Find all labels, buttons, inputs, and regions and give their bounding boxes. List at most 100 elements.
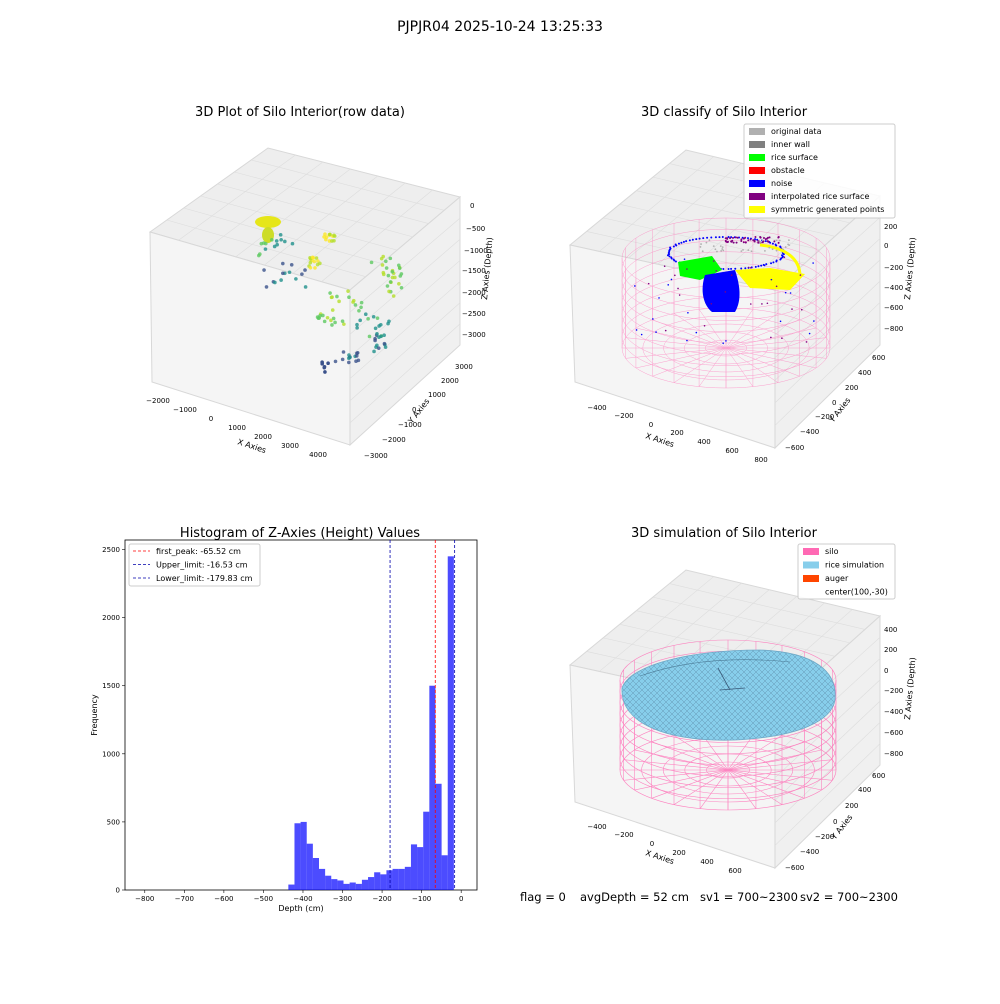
raw-point <box>387 289 391 294</box>
raw-point <box>355 322 359 327</box>
noise-point <box>782 253 785 256</box>
noise-point <box>714 236 717 239</box>
interp-point <box>729 237 732 240</box>
noise-point <box>754 265 757 268</box>
sim-legend: silo rice simulation auger center(100,-30) <box>797 543 896 600</box>
original-point <box>768 246 771 249</box>
raw-xtick: −2000 <box>146 397 170 405</box>
scatter-point <box>674 274 676 277</box>
raw-ytick: 1000 <box>428 391 446 399</box>
interp-point <box>740 239 743 242</box>
hist-bar <box>404 866 411 890</box>
legend-label: rice simulation <box>825 561 884 570</box>
sim-title: 3D simulation of Silo Interior <box>631 526 818 541</box>
raw-ytick: 3000 <box>455 363 473 371</box>
legend-swatch <box>749 154 765 161</box>
gridline <box>669 583 866 630</box>
raw-point <box>399 285 404 290</box>
noise-point <box>727 236 730 239</box>
legend-label: noise <box>771 179 792 188</box>
sim-xtick: 200 <box>672 849 685 857</box>
gridline <box>774 743 881 846</box>
original-point <box>722 249 725 252</box>
raw-ytick: −1000 <box>398 421 422 429</box>
gridline <box>774 217 881 313</box>
classify-ztick: −800 <box>884 325 903 333</box>
noise-point <box>754 238 757 241</box>
raw-point <box>262 268 266 272</box>
interp-point <box>736 236 739 239</box>
interp-point <box>766 236 769 239</box>
hist-ytick-label: 500 <box>107 818 120 826</box>
raw-point <box>354 354 359 358</box>
classify-ytick: 200 <box>845 384 858 392</box>
noise-point <box>722 267 725 270</box>
raw-point <box>289 263 294 267</box>
gridline <box>206 161 324 249</box>
original-point <box>705 241 708 244</box>
interp-point <box>724 240 727 243</box>
raw-point <box>348 355 352 360</box>
gridline <box>628 582 742 679</box>
status-sv1: sv1 = 700~2300 <box>700 890 798 904</box>
raw-point <box>313 266 317 270</box>
gridline <box>636 190 836 237</box>
gridline <box>217 183 413 238</box>
raw-point <box>294 277 298 281</box>
scatter-point <box>813 320 815 322</box>
noise-point <box>772 261 775 264</box>
raw-point <box>369 260 374 265</box>
raw-point <box>329 318 333 323</box>
raw-point <box>274 239 279 243</box>
raw-point <box>340 357 345 362</box>
scatter-point <box>783 256 786 259</box>
noise-point <box>775 260 778 263</box>
sim-xtick: 600 <box>728 867 741 875</box>
scatter-point <box>713 260 715 262</box>
classify-xtick: 400 <box>697 438 710 446</box>
hist-bar <box>386 870 393 890</box>
legend-label: obstacle <box>771 166 805 175</box>
classify-xtick: −200 <box>614 412 633 420</box>
noise-point <box>775 244 778 247</box>
sim-ztick: −200 <box>884 687 903 695</box>
legend-swatch <box>749 141 765 148</box>
classify-ytick: 600 <box>872 354 885 362</box>
sim-yticks: −600 −400 −200 0 200 400 600 <box>785 772 885 872</box>
legend-label: inner wall <box>771 140 810 149</box>
legend-label: original data <box>771 127 822 136</box>
raw-point <box>347 360 351 365</box>
sim-xtick: 0 <box>650 840 654 848</box>
raw-point <box>323 232 327 236</box>
classify-zlabel: Z Axies (Depth) <box>903 237 917 300</box>
noise-point <box>769 241 772 244</box>
noise-point <box>730 267 733 270</box>
scatter-point <box>634 285 636 287</box>
original-point <box>721 246 724 249</box>
gridline <box>774 302 881 404</box>
noise-point <box>721 236 724 239</box>
legend-label: silo <box>825 547 839 556</box>
raw-point <box>330 323 334 327</box>
noise-point <box>779 258 782 261</box>
noise-point <box>672 258 675 261</box>
raw-xtick: 4000 <box>309 451 327 459</box>
gridline <box>349 260 461 357</box>
original-point <box>788 244 791 247</box>
sim-ytick: −600 <box>785 864 804 872</box>
raw-point <box>330 295 334 299</box>
noise-point <box>670 256 673 259</box>
sim-ztick: 200 <box>884 646 897 654</box>
gridline <box>251 159 445 211</box>
raw-point <box>347 295 351 300</box>
scatter-point <box>652 318 654 320</box>
hist-ylabel: Frequency <box>90 694 99 736</box>
sim-xtick: −200 <box>614 831 633 839</box>
scatter-point <box>715 270 718 272</box>
sim-ytick: 400 <box>858 786 871 794</box>
scatter-point <box>805 341 808 343</box>
hist-ytick-label: 0 <box>116 887 120 895</box>
raw-point <box>375 343 379 348</box>
hist-bar <box>398 868 405 890</box>
